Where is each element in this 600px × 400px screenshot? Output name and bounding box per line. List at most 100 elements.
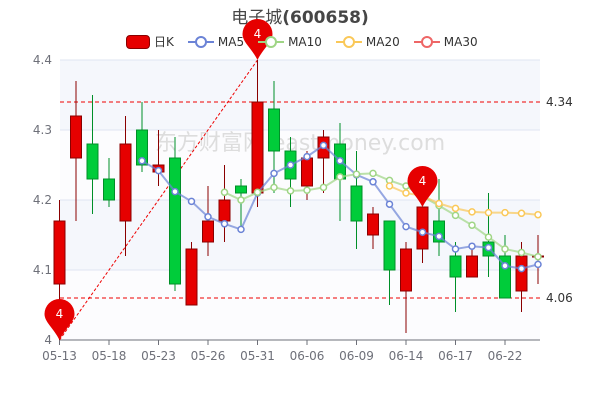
ma5-point — [303, 152, 311, 161]
legend-item-ma30[interactable]: MA30 — [413, 34, 478, 49]
candle-body — [185, 248, 198, 306]
pin-shape — [242, 19, 273, 60]
ma5-point — [451, 245, 460, 253]
ma5-legend-icon — [187, 35, 214, 48]
legend-label: MA30 — [443, 34, 478, 49]
ma5-point — [220, 220, 229, 228]
ma10-point — [303, 186, 311, 194]
legend-label: MA10 — [288, 34, 322, 49]
legend: 日K MA5 MA10 MA20 MA30 — [126, 33, 478, 50]
pin-shape — [407, 166, 438, 207]
legend-label: MA20 — [365, 34, 400, 49]
candle — [103, 158, 115, 207]
ma10-point — [319, 183, 328, 192]
candle — [466, 249, 478, 278]
candle — [449, 242, 462, 312]
candle-body — [251, 101, 264, 194]
grid-band — [60, 60, 540, 130]
candle-body — [86, 143, 99, 180]
y-tick-label: 4.2 — [33, 193, 52, 207]
ma10-legend-icon — [258, 35, 285, 48]
legend-item-ma20[interactable]: MA20 — [335, 34, 400, 49]
ma20-point — [501, 208, 509, 217]
candle-body — [169, 157, 181, 285]
candle-body — [515, 255, 528, 292]
ma10-point — [286, 187, 295, 195]
candle-body — [466, 255, 478, 278]
watermark: 东方财富网 eastmoney.com — [155, 131, 445, 156]
candle-body — [499, 255, 511, 299]
ma5-point — [204, 213, 212, 221]
ma5-point — [517, 264, 526, 273]
candle — [383, 220, 396, 305]
ma5-point — [286, 161, 295, 169]
ma10-point — [270, 183, 278, 192]
ma20-legend-icon — [335, 35, 362, 48]
x-tick-label: 06-06 — [290, 349, 325, 363]
stock-name: 电子城 — [231, 8, 283, 28]
ma5-point — [187, 197, 196, 206]
candle — [169, 137, 181, 291]
pin-label: 4 — [419, 174, 427, 188]
candle-body — [383, 220, 396, 271]
candle-body — [202, 220, 214, 243]
ma5-point — [484, 243, 493, 252]
ma5-point — [237, 225, 245, 234]
trend-line — [59, 59, 258, 341]
legend-item-dayk[interactable]: 日K — [126, 33, 174, 50]
y-tick-label: 4 — [44, 333, 52, 347]
candle-body — [53, 220, 66, 285]
ma10-point — [517, 248, 526, 257]
ma5-point — [468, 242, 476, 250]
x-tick-label: 05-18 — [92, 349, 127, 363]
mark-point-pin: 4 — [242, 19, 273, 60]
mark-point-pin: 4 — [407, 166, 438, 207]
ma20-point — [402, 189, 410, 197]
ma10-point — [336, 173, 344, 181]
pin-shape — [44, 298, 75, 340]
chart-title: 电子城(600658) — [0, 3, 600, 28]
ma20-point — [534, 210, 542, 219]
mark-line-label: 4.06 — [546, 291, 573, 305]
candle — [400, 242, 412, 333]
x-tick-label: 05-13 — [42, 349, 77, 363]
ma5-point — [138, 157, 146, 165]
ma10-point — [352, 170, 361, 178]
y-tick-label: 4.4 — [33, 53, 52, 67]
candle — [433, 179, 445, 256]
legend-item-ma5[interactable]: MA5 — [187, 34, 245, 49]
ma5-point — [435, 232, 443, 241]
ma5-point — [319, 141, 328, 150]
ma5-point — [402, 222, 410, 231]
x-tick-label: 06-14 — [389, 349, 424, 363]
candle — [367, 207, 379, 249]
legend-label: MA5 — [217, 34, 245, 49]
candle-body — [235, 185, 247, 194]
candle-body — [70, 115, 82, 159]
candle-legend-icon — [126, 34, 150, 49]
x-tick-label: 06-17 — [438, 349, 473, 363]
y-tick-label: 4.3 — [33, 123, 52, 137]
candle — [86, 95, 99, 214]
candle-body — [268, 108, 280, 152]
x-tick-label: 06-22 — [488, 349, 523, 363]
candle-body — [350, 185, 363, 222]
ma10-point — [451, 211, 460, 220]
ma10-point — [253, 188, 262, 197]
x-tick-label: 05-26 — [191, 349, 226, 363]
legend-item-ma10[interactable]: MA10 — [258, 35, 322, 49]
legend-label: 日K — [154, 35, 174, 49]
x-tick-label: 06-09 — [339, 349, 374, 363]
candle-body — [416, 206, 429, 250]
ma5-point — [336, 157, 344, 165]
candle-body — [218, 199, 231, 222]
mark-point-pin: 4 — [44, 298, 75, 340]
ma10-point — [237, 196, 245, 204]
candle-body — [433, 220, 445, 243]
mark-line-label: 4.34 — [546, 95, 573, 109]
ma20-point — [484, 208, 493, 217]
candle-body — [136, 129, 148, 166]
ma5-point — [154, 166, 163, 175]
ma30-legend-icon — [413, 35, 440, 48]
